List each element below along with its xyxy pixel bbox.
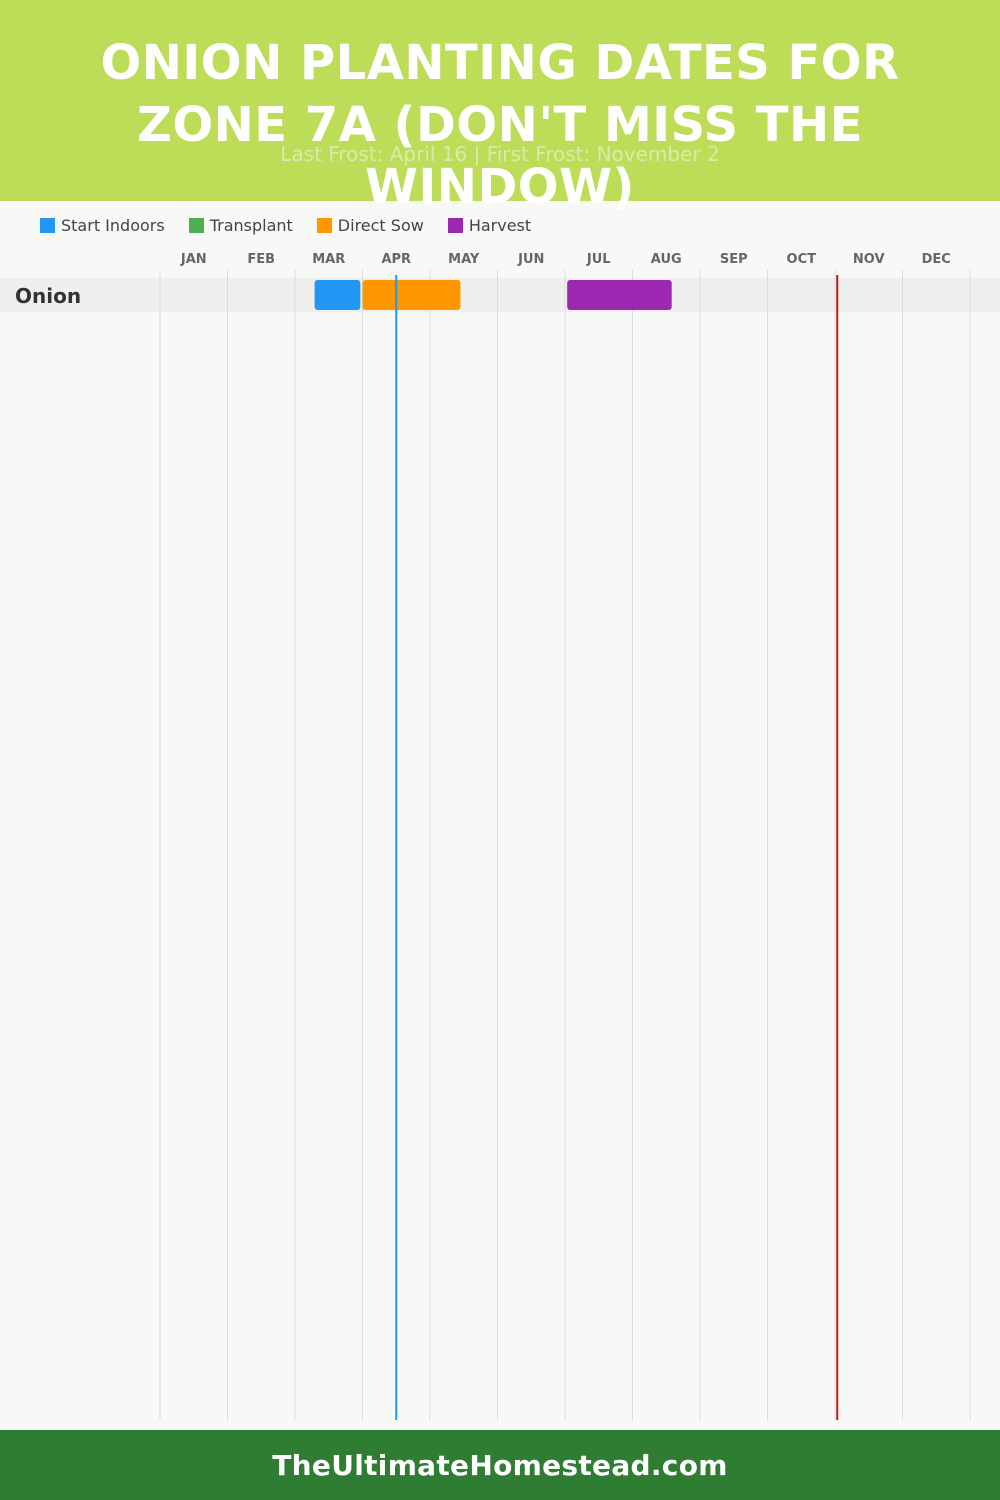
crop-label: Onion (15, 284, 81, 308)
bar-start-indoors (314, 280, 361, 310)
legend-item: Direct Sow (316, 215, 424, 235)
month-tick-label: MAR (312, 252, 345, 267)
legend-label: Start Indoors (61, 215, 165, 235)
month-tick-label: AUG (651, 252, 682, 267)
legend-item: Start Indoors (40, 216, 165, 235)
footer-site-link[interactable]: TheUltimateHomestead.com (272, 1448, 728, 1482)
legend-label: Harvest (468, 215, 532, 235)
bar-direct-sow (362, 280, 461, 310)
legend-item: Harvest (447, 215, 532, 235)
legend-label: Transplant (209, 215, 293, 235)
planting-calendar-chart: JAN FEB MAR APR MAY JUN JUL AUG SEP OCT NOV DEC Onio… (0, 252, 1000, 1420)
legend-swatch (316, 217, 332, 233)
legend-swatch (188, 217, 204, 233)
legend-swatch (40, 217, 55, 233)
month-tick-label: MAY (448, 252, 480, 267)
frost-dates-subtitle: Last Frost: April 16 | First Frost: Nove… (280, 142, 720, 166)
legend: Start Indoors Transplant Direct Sow Harvest (40, 214, 555, 236)
month-tick-label: JUL (586, 252, 611, 267)
page-title: ONION PLANTING DATES FOR ZONE 7A (DON'T … (100, 35, 900, 215)
legend-item: Transplant (188, 215, 293, 235)
month-tick-label: DEC (922, 252, 951, 267)
month-tick-label: SEP (720, 252, 748, 267)
month-tick-label: NOV (853, 252, 885, 267)
month-tick-label: OCT (787, 252, 817, 267)
header-banner: ONION PLANTING DATES FOR ZONE 7A (DON'T … (0, 0, 1000, 215)
legend-label: Direct Sow (337, 215, 424, 235)
row-band (0, 278, 1000, 312)
legend-swatch (447, 217, 463, 233)
footer-banner: TheUltimateHomestead.com (0, 1430, 1000, 1500)
month-tick-label: APR (381, 252, 411, 267)
bar-harvest (567, 280, 672, 310)
month-tick-label: JAN (180, 252, 207, 267)
month-tick-label: JUN (517, 252, 544, 267)
month-tick-label: FEB (247, 252, 275, 267)
